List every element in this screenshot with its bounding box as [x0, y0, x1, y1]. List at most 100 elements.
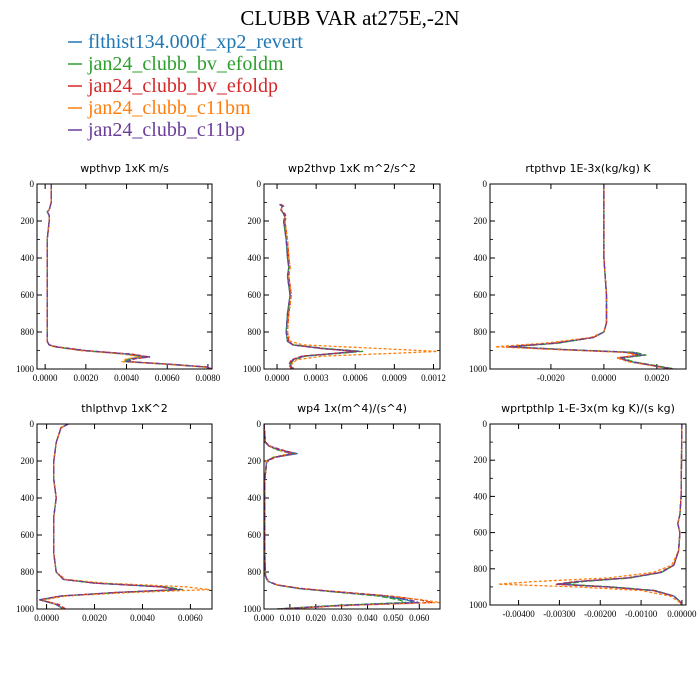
x-tick-label: 0.060: [409, 613, 430, 623]
y-tick-label: 400: [21, 493, 35, 503]
y-tick-label: 800: [248, 327, 262, 337]
series-line: [41, 424, 210, 609]
x-tick-label: 0.00000: [667, 609, 697, 619]
y-tick-label: 800: [474, 327, 488, 337]
legend-entry: jan24_clubb_c11bm: [87, 97, 251, 119]
series-line: [505, 184, 673, 369]
x-tick-label: 0.0003: [304, 373, 329, 383]
series-line: [46, 184, 207, 369]
x-tick-label: 0.0000: [592, 373, 617, 383]
x-tick-label: 0.0020: [82, 613, 107, 623]
y-tick-label: 1000: [243, 604, 262, 614]
y-tick-label: 800: [474, 564, 488, 574]
y-tick-label: 0: [30, 179, 35, 189]
x-tick-label: -0.0020: [537, 373, 565, 383]
panel-title: wpthvp 1xK m/s: [80, 162, 169, 175]
legend-entry: jan24_clubb_bv_efoldm: [87, 53, 284, 75]
x-tick-label: 0.0000: [34, 613, 59, 623]
y-tick-label: 0: [257, 419, 262, 429]
y-tick-label: 0: [30, 419, 35, 429]
y-tick-label: 1000: [469, 364, 488, 374]
y-tick-label: 1000: [469, 600, 488, 610]
series-line: [46, 184, 211, 369]
plot-frame: [489, 183, 687, 370]
series-line: [39, 424, 177, 609]
x-tick-label: -0.00100: [625, 609, 658, 619]
y-tick-label: 0: [483, 419, 488, 429]
series-line: [280, 203, 356, 369]
panel-title: wp4 1x(m^4)/(s^4): [297, 402, 407, 415]
x-tick-label: -0.00300: [543, 609, 576, 619]
x-tick-label: 0.0020: [644, 373, 669, 383]
x-tick-label: 0.0040: [130, 613, 155, 623]
x-tick-label: 0.020: [306, 613, 327, 623]
x-tick-label: -0.00200: [584, 609, 617, 619]
series-line: [511, 184, 676, 369]
y-tick-label: 200: [474, 455, 488, 465]
series-line: [39, 424, 181, 609]
panel-title: rtpthvp 1E-3x(kg/kg) K: [525, 162, 651, 175]
series-line: [555, 424, 683, 605]
y-tick-label: 200: [21, 456, 35, 466]
series-line: [264, 424, 433, 609]
y-tick-label: 600: [21, 530, 35, 540]
x-tick-label: 0.0006: [343, 373, 368, 383]
y-tick-label: 200: [21, 216, 35, 226]
y-tick-label: 200: [474, 216, 488, 226]
panel-title: wp2thvp 1xK m^2/s^2: [288, 162, 416, 175]
y-tick-label: 200: [248, 216, 262, 226]
x-tick-label: 0.000: [254, 613, 275, 623]
chart-panel: wprtpthlp 1-E-3x(m kg K)/(s kg) 0 200 400 60…: [469, 402, 697, 619]
y-tick-label: 600: [474, 528, 488, 538]
y-tick-label: 0: [257, 179, 262, 189]
legend: flthist134.000f_xp2_revertjan24_clubb_bv…: [68, 31, 303, 141]
chart-panel: rtpthvp 1E-3x(kg/kg) K 0 200 400 600 800 1000 -…: [469, 162, 687, 383]
legend-entry: jan24_clubb_c11bp: [87, 119, 245, 141]
panel-title: wprtpthlp 1-E-3x(m kg K)/(s kg): [501, 402, 675, 415]
series-line: [559, 424, 683, 605]
figure-title: CLUBB VAR at275E,-2N: [240, 6, 459, 30]
panel-title: thlpthvp 1xK^2: [81, 402, 168, 415]
y-tick-label: 600: [474, 290, 488, 300]
series-line: [46, 184, 211, 369]
y-tick-label: 400: [474, 253, 488, 263]
x-tick-label: 0.010: [280, 613, 301, 623]
series-line: [508, 184, 673, 369]
series-line: [557, 424, 683, 605]
x-tick-label: 0.0012: [421, 373, 446, 383]
series-line: [279, 203, 360, 369]
x-tick-label: 0.0009: [382, 373, 407, 383]
y-tick-label: 400: [248, 493, 262, 503]
series-line: [495, 184, 671, 369]
x-tick-label: 0.050: [383, 613, 404, 623]
series-line: [279, 203, 438, 369]
x-tick-label: 0.0020: [73, 373, 98, 383]
legend-entry: flthist134.000f_xp2_revert: [88, 31, 303, 53]
series-line: [46, 184, 209, 369]
x-tick-label: 0.0080: [196, 373, 221, 383]
y-tick-label: 400: [474, 491, 488, 501]
y-tick-label: 1000: [16, 364, 35, 374]
series-line: [264, 424, 440, 609]
y-tick-label: 600: [248, 530, 262, 540]
series-line: [39, 424, 179, 609]
chart-panel: wp2thvp 1xK m^2/s^2020040060080010000.00…: [243, 162, 446, 383]
y-tick-label: 800: [248, 567, 262, 577]
plot-frame: [489, 423, 687, 606]
series-line: [46, 184, 212, 369]
y-tick-label: 400: [248, 253, 262, 263]
x-tick-label: 0.0000: [33, 373, 58, 383]
series-line: [41, 424, 184, 609]
y-tick-label: 800: [21, 327, 35, 337]
x-tick-label: 0.0060: [178, 613, 203, 623]
y-tick-label: 800: [21, 567, 35, 577]
y-tick-label: 1000: [243, 364, 262, 374]
y-tick-label: 600: [21, 290, 35, 300]
plot-frame: [263, 183, 441, 370]
legend-entry: jan24_clubb_bv_efoldp: [87, 75, 278, 97]
